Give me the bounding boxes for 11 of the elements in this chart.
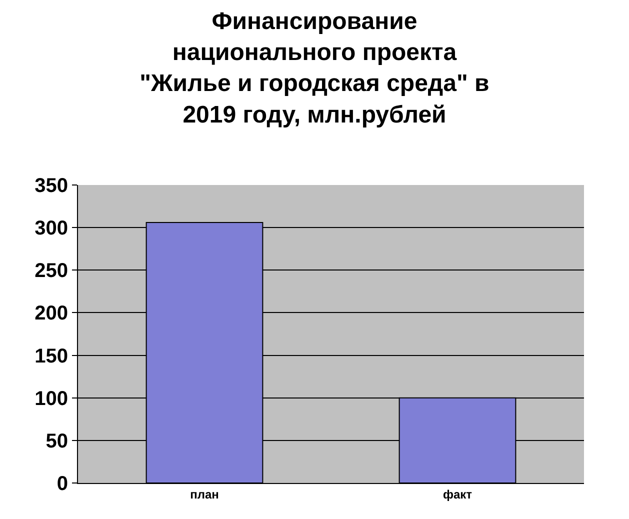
y-tick-label: 0 (56, 473, 68, 495)
y-tick-label: 350 (34, 175, 68, 197)
y-tick-label: 150 (34, 345, 68, 368)
y-tick-label: 300 (34, 218, 68, 240)
y-tick-label: 50 (46, 430, 68, 452)
y-tick-label: 250 (34, 260, 68, 282)
x-tick-label: план (190, 487, 219, 502)
y-tick-label: 100 (34, 388, 68, 410)
x-tick-label: факт (442, 487, 472, 502)
y-tick-label: 200 (34, 302, 68, 325)
chart-title: Финансирование национального проекта "Жилье и городская среда" в 2019 году, млн.рублей (140, 8, 490, 128)
